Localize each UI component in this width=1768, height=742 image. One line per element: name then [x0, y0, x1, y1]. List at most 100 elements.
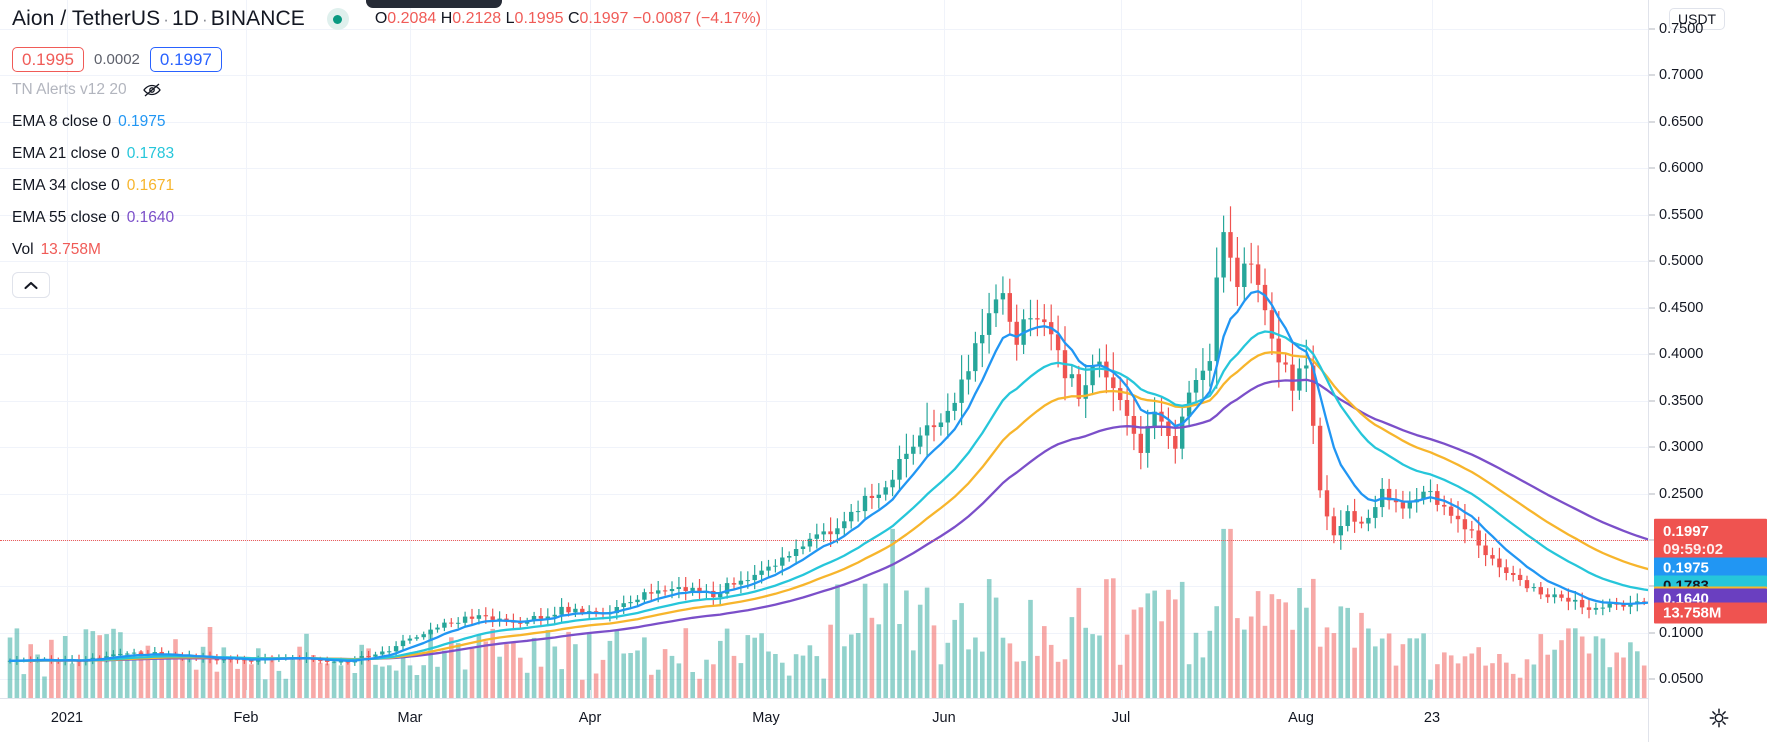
chevron-up-icon: [24, 281, 38, 289]
volume-bars: [7, 528, 1768, 698]
time-tick-mark: [590, 690, 591, 699]
time-tick-mark: [246, 690, 247, 699]
last-price-badge[interactable]: 0.1997 09:59:02: [1654, 519, 1767, 562]
price-tick-label: 0.2500: [1659, 485, 1704, 502]
badge-value: 0.1975: [1663, 559, 1709, 577]
ema-34-line: [8, 351, 1768, 662]
time-tick-label: Feb: [233, 710, 259, 726]
exchange-label[interactable]: BINANCE: [210, 7, 305, 30]
ema-rows: EMA 8 close 0 0.1975 EMA 21 close 0 0.1783 E…: [12, 106, 222, 234]
clipped-tooltip-bar: [366, 0, 502, 8]
time-tick-mark: [1301, 690, 1302, 699]
price-tick-dash: [1649, 167, 1655, 169]
low-label: L: [505, 10, 515, 27]
open-label: O: [374, 10, 388, 27]
currency-chip[interactable]: USDT: [1669, 8, 1726, 30]
ema-value: 0.1783: [126, 145, 175, 162]
time-tick-label: May: [752, 710, 780, 726]
price-tick-dash: [1649, 28, 1655, 30]
price-tick-dash: [1649, 74, 1655, 76]
ema-21-line: [8, 330, 1768, 662]
ohlc-values: O0.2084 H0.2128 L0.1995 C0.1997 −0.0087 …: [375, 10, 761, 28]
title-separator-2: ·: [202, 10, 208, 29]
badge-value: 13.758M: [1663, 604, 1722, 622]
price-tick-dash: [1649, 678, 1655, 680]
eye-off-icon[interactable]: [142, 82, 162, 98]
price-tick-label: 0.5000: [1659, 253, 1704, 270]
ema-8-line: [8, 290, 1768, 662]
time-tick-label: 23: [1423, 710, 1441, 726]
time-tick-mark: [1121, 690, 1122, 699]
price-tick-dash: [1649, 353, 1655, 355]
ema-value: 0.1640: [126, 209, 175, 226]
high-label: H: [440, 10, 453, 27]
ema-55-line: [8, 378, 1768, 662]
price-tick-label: 0.7500: [1659, 20, 1704, 37]
ema-label: EMA 55 close 0: [12, 209, 120, 226]
low-value: 0.1995: [514, 10, 564, 27]
price-tick-label: 0.4500: [1659, 299, 1704, 316]
time-tick-mark: [410, 690, 411, 699]
ema-row-2[interactable]: EMA 21 close 0 0.1783: [12, 138, 222, 170]
volume-row[interactable]: Vol 13.758M: [12, 234, 222, 266]
time-tick-label: Jul: [1111, 710, 1131, 726]
interval-label[interactable]: 1D: [171, 7, 200, 30]
close-value: 0.1997: [579, 10, 629, 27]
change-value: −0.0087: [632, 10, 692, 27]
ema-label: EMA 8 close 0: [12, 113, 112, 130]
volume-value: 13.758M: [40, 241, 101, 258]
price-tick-label: 0.4000: [1659, 346, 1704, 363]
price-axis[interactable]: USDT 0.7500 0.7000 0.6500 0.6000 0.5500 0.500…: [1648, 0, 1768, 742]
symbol-name[interactable]: Aion / TetherUS: [12, 7, 161, 30]
indicator-title: TN Alerts v12 20: [12, 81, 127, 98]
green-circle-icon: [326, 8, 349, 30]
price-tick-label: 0.5500: [1659, 206, 1704, 223]
badge-value: 0.1997: [1663, 523, 1709, 541]
volume-badge[interactable]: 13.758M: [1654, 602, 1767, 624]
ema-row-3[interactable]: EMA 34 close 0 0.1671: [12, 170, 222, 202]
change-percent: (−4.17%): [695, 10, 761, 27]
ema-value: 0.1975: [118, 113, 166, 130]
time-axis[interactable]: 2021 Feb Mar Apr May Jun Jul Aug 23: [0, 690, 1648, 742]
price-tick-dash: [1649, 121, 1655, 123]
price-tick-label: 0.0500: [1659, 671, 1704, 688]
price-tick-label: 0.6500: [1659, 113, 1704, 130]
chart-settings-button[interactable]: [1708, 707, 1730, 734]
title-separator-1: ·: [163, 10, 169, 29]
price-tick-dash: [1649, 400, 1655, 402]
ema-row-4[interactable]: EMA 55 close 0 0.1640: [12, 202, 222, 234]
ema-value: 0.1671: [126, 177, 175, 194]
price-tick-label: 0.3500: [1659, 392, 1704, 409]
price-tick-label: 0.6000: [1659, 160, 1704, 177]
time-tick-label: Apr: [578, 710, 602, 726]
price-tick-label: 0.3000: [1659, 439, 1704, 456]
collapse-legend-button[interactable]: [12, 272, 50, 298]
close-label: C: [567, 10, 580, 27]
bid-price-button[interactable]: 0.1995: [12, 46, 84, 72]
volume-label: Vol: [12, 241, 34, 258]
open-value: 0.2084: [387, 10, 437, 27]
ema8-badge[interactable]: 0.1975: [1654, 557, 1767, 579]
price-tick-label: 0.7000: [1659, 67, 1704, 84]
ema-row-1[interactable]: EMA 8 close 0 0.1975: [12, 106, 222, 138]
time-tick-mark: [1432, 690, 1433, 699]
ema-label: EMA 21 close 0: [12, 145, 120, 162]
ask-price-button[interactable]: 0.1997: [149, 46, 222, 72]
gear-icon: [1709, 708, 1729, 728]
price-tick-dash: [1649, 214, 1655, 216]
time-tick-label: Aug: [1288, 710, 1314, 726]
spread-value: 0.0002: [94, 50, 140, 68]
time-tick-label: 2021: [50, 710, 84, 726]
symbol-title[interactable]: Aion / TetherUS · 1D · BINANCE: [0, 7, 305, 31]
chart-header: Aion / TetherUS · 1D · BINANCE O0.2084 H0.21…: [0, 0, 761, 38]
badge-countdown: 09:59:02: [1663, 540, 1724, 558]
high-value: 0.2128: [452, 10, 502, 27]
indicator-title-row[interactable]: TN Alerts v12 20: [12, 74, 222, 106]
time-tick-label: Mar: [397, 710, 423, 726]
time-tick-label: Jun: [932, 710, 956, 726]
indicator-legend: 0.1995 0.0002 0.1997 TN Alerts v12 20 EM…: [12, 44, 222, 298]
time-tick-mark: [944, 690, 945, 699]
bid-ask-row: 0.1995 0.0002 0.1997: [12, 44, 222, 74]
